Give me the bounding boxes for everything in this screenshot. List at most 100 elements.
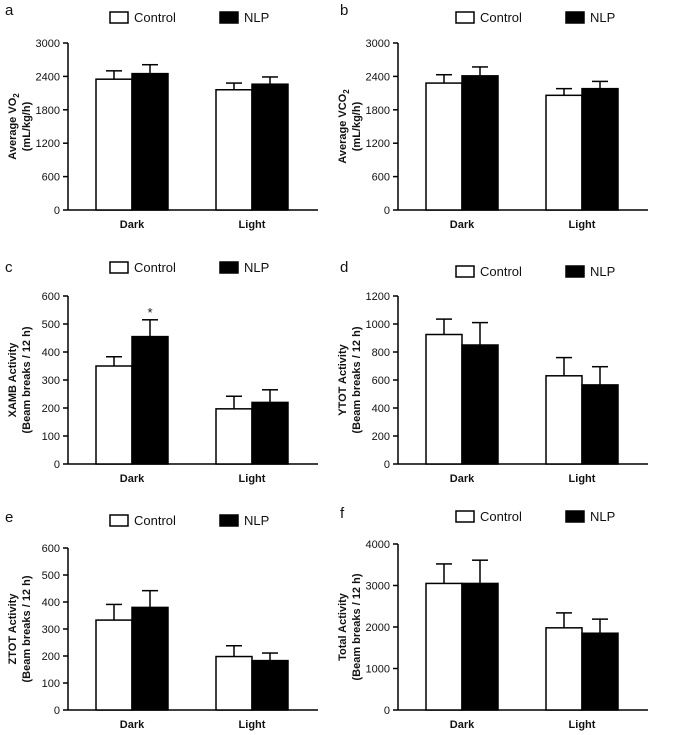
x-category-label: Light [569,473,596,485]
bar-control-light [545,627,583,711]
chart-panel-d: d Control NLP 0 200 400 600 800 1000 1200 YTOT Act… [337,259,648,485]
x-category-label: Light [569,719,596,731]
x-category-label: Dark [120,719,145,731]
bar-control-dark [425,582,463,711]
bar-nlp-light [251,401,289,465]
chart-panel-a: a Control NLP 0 600 1200 1800 2400 3000 Average V… [5,2,318,231]
legend: Control NLP [455,10,615,25]
y-tick-label: 800 [372,347,390,359]
y-tick-label: 400 [372,403,390,415]
bar-nlp-dark [461,75,499,211]
bar-nlp-dark [461,344,499,465]
bar-control-light [215,89,253,211]
bar-nlp-dark [131,606,169,711]
y-tick-label: 1200 [366,138,390,150]
y-tick-label: 100 [42,678,60,690]
significance-marker: * [147,305,152,320]
y-axis-label-line1: Total Activity [337,592,349,661]
y-tick-label: 1000 [366,319,390,331]
bar-nlp-light [251,83,289,211]
bar-control-dark [95,619,133,711]
bar-nlp-light [581,632,619,711]
y-axis-label: XAMB Activity (Beam breaks / 12 h) [7,326,33,433]
legend: Control NLP [109,513,269,528]
y-tick-label: 500 [42,570,60,582]
y-tick-label: 4000 [366,539,390,551]
x-category-label: Dark [450,719,475,731]
y-tick-label: 1800 [366,105,390,117]
legend-swatch-control [109,11,129,24]
y-tick-label: 200 [42,651,60,663]
legend-label-control: Control [480,509,522,524]
bar-control-light [215,408,253,465]
y-axis-label-subscript: 2 [342,89,351,94]
y-axis-label-line1: Average VCO2 [337,89,351,164]
y-tick-label: 3000 [36,38,60,50]
y-tick-label: 0 [384,205,390,217]
panel-letter: f [340,505,345,522]
y-tick-label: 500 [42,319,60,331]
legend-label-control: Control [134,260,176,275]
x-category-label: Light [239,719,266,731]
y-axis-label-line2: (mL/kg/h) [21,101,33,151]
y-axis-label: Average VO2(mL/kg/h) [7,93,33,160]
y-tick-label: 2000 [366,622,390,634]
y-axis-label-line1: Average VO2 [7,93,21,160]
y-tick-label: 0 [54,205,60,217]
legend-swatch-control [455,510,475,523]
legend-label-nlp: NLP [590,264,615,279]
legend-swatch-nlp [219,514,239,527]
y-tick-label: 2400 [36,71,60,83]
legend-swatch-nlp [565,11,585,24]
y-axis-label-line2: (mL/kg/h) [351,101,363,151]
legend: Control NLP [455,509,615,524]
legend-label-nlp: NLP [590,10,615,25]
legend-swatch-control [455,265,475,278]
panel-letter: c [5,259,13,276]
legend-swatch-control [109,261,129,274]
y-tick-label: 1200 [36,138,60,150]
y-axis-label: Total Activity (Beam breaks / 12 h) [337,573,363,680]
x-category-label: Light [239,473,266,485]
y-tick-label: 600 [42,291,60,303]
panel-letter: a [5,2,14,19]
legend-label-control: Control [134,513,176,528]
legend-swatch-nlp [565,510,585,523]
chart-panel-e: e Control NLP 0 100 200 300 400 500 600 ZTOT Activ… [5,509,318,731]
x-category-label: Dark [120,473,145,485]
y-tick-label: 600 [42,543,60,555]
y-tick-label: 0 [384,705,390,717]
legend-swatch-nlp [565,265,585,278]
y-tick-label: 400 [42,597,60,609]
y-tick-label: 1000 [366,664,390,676]
y-axis-label-line2: (Beam breaks / 12 h) [21,326,33,433]
bar-control-light [545,94,583,211]
y-axis-label: ZTOT Activity (Beam breaks / 12 h) [7,575,33,682]
y-tick-label: 200 [372,431,390,443]
bar-nlp-light [251,659,289,711]
legend-label-control: Control [134,10,176,25]
legend: Control NLP [109,260,269,275]
y-tick-label: 0 [54,705,60,717]
panel-letter: b [340,2,348,19]
legend-label-control: Control [480,10,522,25]
legend-swatch-nlp [219,11,239,24]
y-axis-label-line1: ZTOT Activity [7,593,19,665]
y-axis-label-line2: (Beam breaks / 12 h) [351,326,363,433]
bar-nlp-light [581,87,619,211]
y-axis-label-line1: XAMB Activity [7,342,19,418]
y-tick-label: 2400 [366,71,390,83]
y-tick-label: 600 [372,172,390,184]
bar-control-dark [425,82,463,211]
y-tick-label: 300 [42,375,60,387]
bar-control-dark [425,333,463,465]
y-tick-label: 600 [42,172,60,184]
legend-swatch-control [109,514,129,527]
bar-control-light [545,375,583,465]
y-tick-label: 600 [372,375,390,387]
chart-panel-b: b Control NLP 0 600 1200 1800 2400 3000 Average V… [337,2,648,231]
bar-nlp-dark [131,335,169,465]
y-tick-label: 1800 [36,105,60,117]
y-tick-label: 400 [42,347,60,359]
y-axis-label-line2: (Beam breaks / 12 h) [21,575,33,682]
